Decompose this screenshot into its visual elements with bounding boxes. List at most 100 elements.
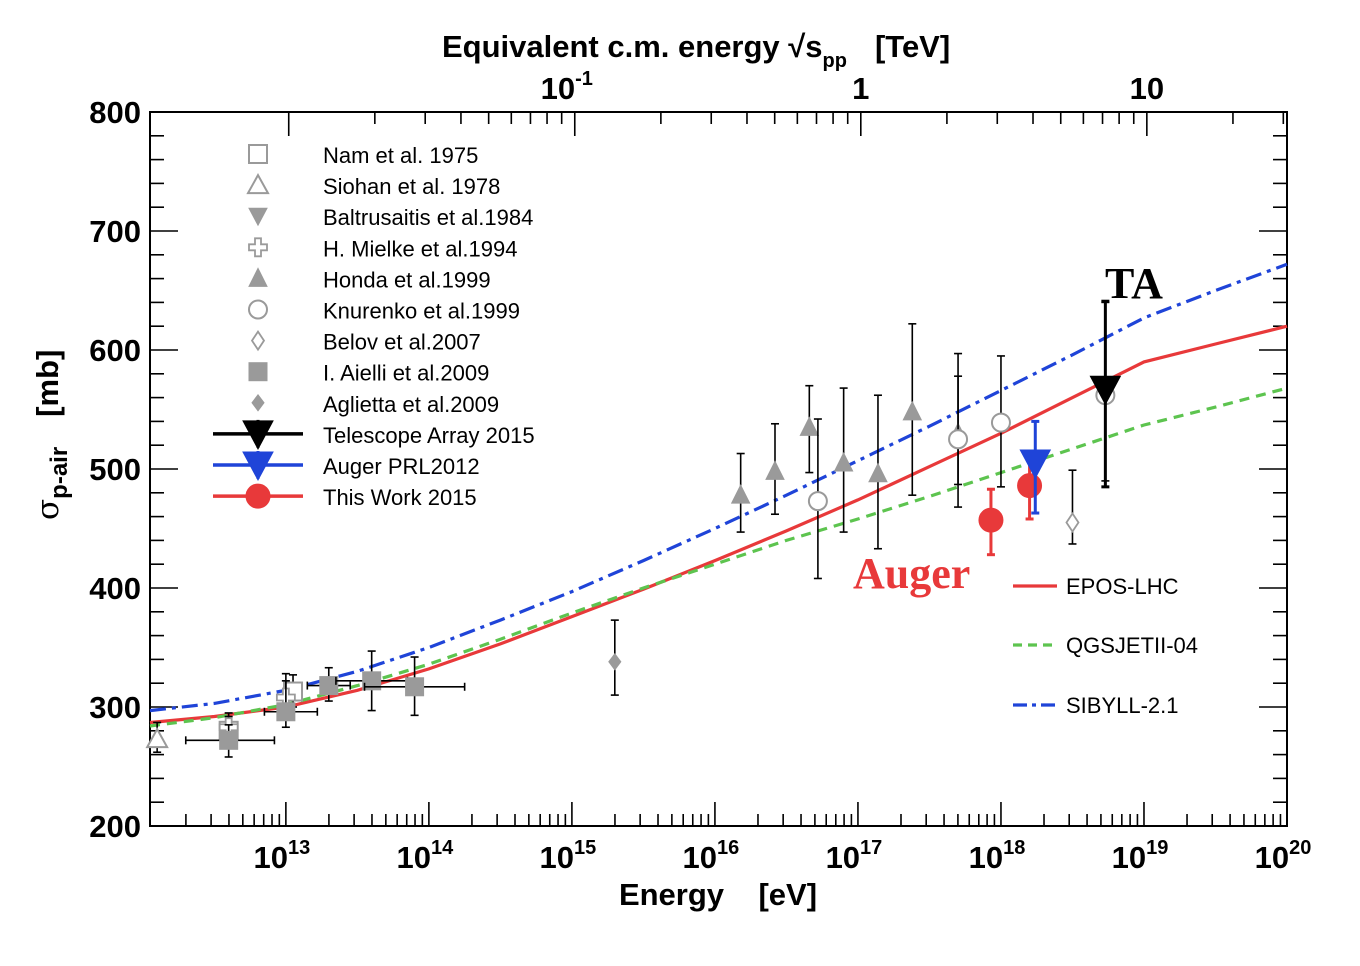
- legend-item: Knurenko et al.1999: [248, 299, 520, 324]
- x-tick-label-exp: 19: [1146, 837, 1168, 859]
- marker-square-filled: [219, 730, 239, 750]
- top-axis-title: Equivalent c.m. energy √spp [TeV]: [442, 29, 950, 72]
- marker-triangle-filled: [868, 462, 888, 483]
- model-legend-label: QGSJETII-04: [1066, 633, 1198, 658]
- x-tick-label-base: 10: [1112, 840, 1146, 875]
- marker-square-filled: [276, 702, 296, 722]
- top-tick-label: 10: [1130, 71, 1164, 106]
- y-tick-label: 200: [89, 809, 141, 844]
- legend-item: Siohan et al. 1978: [246, 173, 500, 199]
- legend-item: Telescope Array 2015: [213, 419, 535, 450]
- y-tick-label: 300: [89, 690, 141, 725]
- data-point: [978, 487, 1004, 557]
- legend-marker: [242, 451, 274, 482]
- legend-label: Knurenko et al.1999: [323, 299, 520, 324]
- model-legend-item: QGSJETII-04: [1013, 633, 1198, 658]
- plot-frame: [149, 111, 1288, 827]
- data-point: [799, 384, 820, 474]
- top-tick-label-base: 1: [852, 71, 869, 106]
- legend-marker: [250, 329, 266, 352]
- marker-big-triangle-down-blue: [1019, 449, 1052, 480]
- top-tick-label: 1: [852, 71, 869, 106]
- x-tick-label: 1013: [254, 837, 311, 875]
- top-tick-label: 10-1: [541, 68, 593, 106]
- x-tick-label-base: 10: [683, 840, 717, 875]
- y-axis-title-unit: [mb]: [30, 350, 65, 417]
- data-point: [833, 387, 854, 533]
- x-tick-label-exp: 13: [288, 837, 310, 859]
- x-tick-label-base: 10: [254, 840, 288, 875]
- data-point: [990, 355, 1011, 488]
- x-tick-label-base: 10: [969, 840, 1003, 875]
- marker-square-filled: [319, 676, 339, 696]
- x-tick-label-base: 10: [540, 840, 574, 875]
- marker-triangle-open: [145, 727, 169, 749]
- legend-label: Telescope Array 2015: [323, 423, 535, 448]
- x-tick-label: 1017: [826, 837, 883, 875]
- legend-label: I. Aielli et al.2009: [323, 361, 489, 386]
- data-point: [807, 418, 828, 580]
- top-axis-title-unit: [TeV]: [875, 29, 950, 64]
- x-tick-label: 1015: [540, 837, 597, 875]
- annotation-ta: TA: [1105, 259, 1163, 308]
- marker-triangle-filled: [833, 451, 854, 472]
- marker-square-filled: [405, 677, 425, 697]
- marker-circle-open: [990, 412, 1011, 433]
- x-tick-label: 1016: [683, 837, 740, 875]
- data-point: [765, 422, 785, 516]
- x-tick-label: 1019: [1112, 837, 1169, 875]
- marker-square-filled: [362, 671, 382, 691]
- x-tick-label-base: 10: [397, 840, 431, 875]
- legend-label: Baltrusaitis et al.1984: [323, 205, 533, 230]
- legend-marker: [251, 393, 265, 412]
- y-tick-label: 800: [89, 95, 141, 130]
- x-tick-label-exp: 20: [1289, 837, 1311, 859]
- legend-label: H. Mielke et al.1994: [323, 236, 517, 261]
- legend-item: This Work 2015: [213, 483, 477, 510]
- marker-triangle-filled: [799, 416, 820, 436]
- legend-item: Belov et al.2007: [250, 329, 481, 355]
- top-axis-title-sub: pp: [823, 50, 847, 72]
- legend-item: Baltrusaitis et al.1984: [248, 205, 533, 230]
- x-tick-label-exp: 14: [431, 837, 454, 859]
- legend-marker: [246, 173, 270, 195]
- marker-triangle-filled: [902, 400, 923, 421]
- data-point: [868, 394, 888, 550]
- x-tick-label-base: 10: [826, 840, 860, 875]
- data-point: [1065, 469, 1080, 545]
- model-legend-label: SIBYLL-2.1: [1066, 693, 1179, 718]
- x-tick-label: 1020: [1255, 837, 1312, 875]
- marker-circle-open: [807, 491, 828, 512]
- data-point: [948, 375, 969, 486]
- points-layer: [145, 299, 1122, 758]
- annotation-auger: Auger: [853, 549, 970, 598]
- x-tick-label: 1018: [969, 837, 1026, 875]
- model-legend-item: EPOS-LHC: [1013, 574, 1179, 599]
- legend-item: H. Mielke et al.1994: [248, 236, 517, 261]
- data-point: [730, 452, 751, 533]
- legend-marker: [245, 483, 271, 509]
- legend-item: Auger PRL2012: [213, 451, 480, 482]
- top-tick-label-base: 10: [1130, 71, 1164, 106]
- y-tick-label: 700: [89, 214, 141, 249]
- data-point: [1019, 419, 1052, 515]
- data-point: [145, 721, 169, 754]
- marker-big-circle-red: [1017, 473, 1043, 499]
- y-axis-title-sub: p-air: [46, 447, 73, 499]
- data-point: [335, 650, 409, 712]
- data-point: [184, 724, 276, 758]
- x-tick-label-exp: 16: [717, 837, 739, 859]
- data-point: [608, 619, 622, 696]
- data-point: [306, 666, 352, 702]
- model-curve-epos-lhc: [149, 324, 1288, 725]
- y-axis-title-sigma: σ: [30, 499, 66, 520]
- legend-marker: [248, 362, 268, 382]
- x-tick-label-exp: 15: [574, 837, 596, 859]
- legend-item: Aglietta et al.2009: [251, 392, 499, 417]
- y-tick-label: 500: [89, 452, 141, 487]
- legend-marker: [248, 237, 268, 258]
- legend-item: Nam et al. 1975: [248, 143, 478, 168]
- legend-label: Honda et al.1999: [323, 267, 491, 292]
- svg-text:σp-air[mb]: σp-air [mb]: [30, 350, 73, 520]
- legend-marker: [248, 144, 268, 164]
